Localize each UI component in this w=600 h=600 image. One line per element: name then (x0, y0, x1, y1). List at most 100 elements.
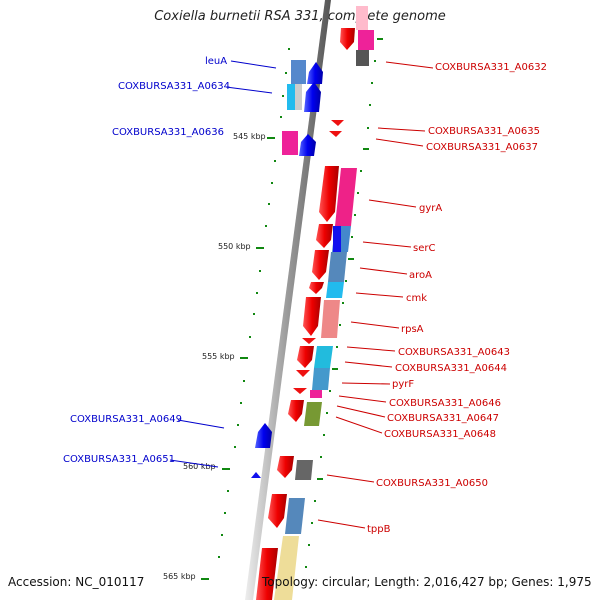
leader-A0651 (169, 459, 219, 468)
gene-A0637-marker[interactable] (329, 131, 342, 137)
label-gyrA[interactable]: gyrA (419, 203, 442, 214)
tick-dot (274, 160, 276, 162)
gene-pyrF-marker[interactable] (296, 370, 310, 377)
leader-A0637 (375, 138, 424, 147)
kbp-tick (240, 357, 248, 359)
gene-COXBURSA331_A0650[interactable] (277, 456, 294, 478)
gene-A0634-block-silver[interactable] (295, 84, 302, 110)
tick-dot (369, 104, 371, 106)
kbp-label-555: 555 kbp (202, 352, 235, 361)
tick-dot (282, 95, 284, 97)
label-leuA[interactable]: leuA (205, 56, 227, 67)
leader-A0634 (225, 86, 273, 94)
tick-dot (323, 434, 325, 436)
block-pink (356, 6, 368, 30)
label-COXBURSA331_A0643[interactable]: COXBURSA331_A0643 (398, 347, 510, 358)
block-steel-aroA (328, 252, 347, 282)
label-pyrF[interactable]: pyrF (392, 379, 414, 390)
leader-serC (362, 241, 412, 248)
tick-dot (227, 490, 229, 492)
label-serC[interactable]: serC (413, 243, 435, 254)
kbp-tick (256, 247, 264, 249)
block-magenta (358, 30, 374, 50)
gene-COXBURSA331_A0636[interactable] (299, 134, 316, 156)
gene-COXBURSA331_A0634[interactable] (304, 82, 321, 112)
kbp-label-565: 565 kbp (163, 572, 196, 581)
gene-last[interactable] (256, 548, 278, 600)
block-darkblue (333, 226, 341, 252)
label-aroA[interactable]: aroA (409, 270, 432, 281)
leader-A0647 (336, 405, 386, 418)
tick-dot (311, 522, 313, 524)
label-COXBURSA331_A0644[interactable]: COXBURSA331_A0644 (395, 363, 507, 374)
label-COXBURSA331_A0649[interactable]: COXBURSA331_A0649 (70, 414, 182, 425)
tick-dot (249, 336, 251, 338)
label-COXBURSA331_A0635[interactable]: COXBURSA331_A0635 (428, 126, 540, 137)
tick-dot (360, 170, 362, 172)
leader-tppB (317, 519, 366, 529)
label-COXBURSA331_A0648[interactable]: COXBURSA331_A0648 (384, 429, 496, 440)
label-COXBURSA331_A0647[interactable]: COXBURSA331_A0647 (387, 413, 499, 424)
tick-dot (320, 456, 322, 458)
tick-dot (268, 203, 270, 205)
label-COXBURSA331_A0632[interactable]: COXBURSA331_A0632 (435, 62, 547, 73)
map-title: Coxiella burnetii RSA 331, complete geno… (154, 9, 446, 24)
leader-A0648 (335, 416, 383, 434)
label-COXBURSA331_A0650[interactable]: COXBURSA331_A0650 (376, 478, 488, 489)
tick-dot (357, 192, 359, 194)
tick-dot (314, 500, 316, 502)
block-magenta-A0646 (310, 390, 322, 398)
gene-cmk[interactable] (309, 282, 324, 294)
gene-tppB[interactable] (268, 494, 287, 528)
tick-dot (326, 412, 328, 414)
gene-serC[interactable] (316, 224, 333, 248)
tick-dot (367, 127, 369, 129)
label-COXBURSA331_A0636[interactable]: COXBURSA331_A0636 (112, 127, 224, 138)
gene-leuA[interactable] (307, 62, 323, 84)
forward-strand-genes[interactable] (251, 60, 323, 478)
tick-dot (374, 60, 376, 62)
gene-leuA-block-steel[interactable] (291, 60, 306, 84)
tick-dot (218, 556, 220, 558)
leader-lines (169, 60, 434, 529)
gene-A0634-block-cyan[interactable] (287, 84, 297, 110)
leader-aroA (359, 267, 408, 275)
annotation-track (274, 6, 374, 600)
topology-text: Topology: circular; Length: 2,016,427 bp… (262, 575, 592, 589)
gene-COXBURSA331_A0649[interactable] (255, 423, 272, 448)
gene-A0636-block-magenta[interactable] (282, 131, 298, 155)
gene-COXBURSA331_A0632[interactable] (340, 28, 355, 50)
reverse-strand-genes[interactable] (256, 28, 355, 600)
gene-gyrA[interactable] (319, 166, 339, 222)
label-tppB[interactable]: tppB (367, 524, 391, 535)
gene-A0643-marker[interactable] (302, 338, 316, 344)
gene-COXBURSA331_A0648[interactable] (288, 400, 304, 422)
gene-aroA[interactable] (312, 250, 329, 280)
label-COXBURSA331_A0646[interactable]: COXBURSA331_A0646 (389, 398, 501, 409)
gene-COXBURSA331_A0651[interactable] (251, 472, 261, 478)
gene-COXBURSA331_A0643[interactable] (297, 346, 314, 368)
gene-A0635-marker[interactable] (331, 120, 344, 126)
tick-dot (363, 148, 369, 150)
kbp-tick (267, 137, 275, 139)
tick-dot (240, 402, 242, 404)
gene-COXBURSA331_A0646[interactable] (293, 388, 307, 394)
label-cmk[interactable]: cmk (406, 293, 427, 304)
label-rpsA[interactable]: rpsA (401, 324, 424, 335)
tick-dot (256, 292, 258, 294)
kbp-ticks (201, 137, 275, 580)
label-COXBURSA331_A0651[interactable]: COXBURSA331_A0651 (63, 454, 175, 465)
label-COXBURSA331_A0637[interactable]: COXBURSA331_A0637 (426, 142, 538, 153)
leader-A0644 (344, 361, 393, 368)
tick-dot (285, 72, 287, 74)
gene-rpsA[interactable] (303, 297, 321, 336)
tick-dot (329, 390, 331, 392)
leader-leuA (230, 60, 277, 69)
tick-dot (253, 313, 255, 315)
block-magenta-gyrA (335, 168, 357, 226)
tick-dot (243, 380, 245, 382)
tick-dot (280, 116, 282, 118)
label-COXBURSA331_A0634[interactable]: COXBURSA331_A0634 (118, 81, 230, 92)
tick-dot (234, 446, 236, 448)
